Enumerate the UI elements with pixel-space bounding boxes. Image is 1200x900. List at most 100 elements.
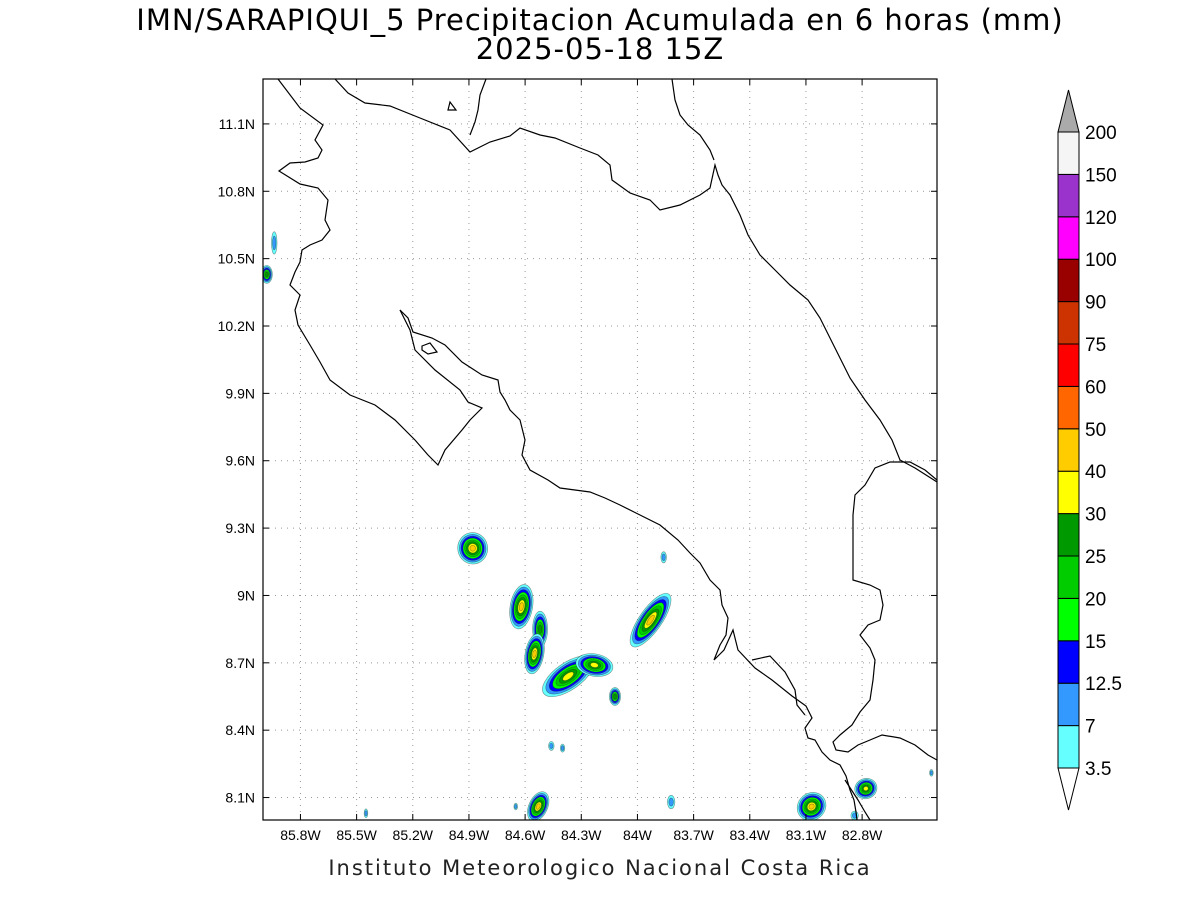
precip-contour <box>265 271 269 277</box>
precip-cell <box>629 592 672 648</box>
lon-tick-label: 83.7W <box>673 827 714 843</box>
precip-contour <box>535 803 541 810</box>
colorbar-box <box>1057 725 1080 769</box>
precip-cell <box>667 794 676 810</box>
lon-tick-label: 82.8W <box>842 827 883 843</box>
colorbar-label: 20 <box>1085 589 1106 610</box>
lat-tick-label: 10.8N <box>218 183 255 199</box>
precip-cell <box>929 769 934 777</box>
lat-tick-label: 8.7N <box>225 655 255 671</box>
coastline <box>277 79 937 820</box>
colorbar-label: 15 <box>1085 632 1106 653</box>
precip-cell <box>796 792 827 820</box>
colorbar-box <box>1057 216 1080 260</box>
colorbar-label: 60 <box>1085 377 1106 398</box>
footer-credit: Instituto Meteorologico Nacional Costa R… <box>328 856 872 880</box>
precip-cell <box>560 743 566 753</box>
colorbar-label: 25 <box>1085 547 1106 568</box>
colorbar-label: 100 <box>1085 250 1117 271</box>
precip-cell <box>609 687 621 706</box>
colorbar-label: 50 <box>1085 420 1106 441</box>
precip-contour <box>518 602 524 612</box>
colorbar-box <box>1057 385 1080 430</box>
coastline-caribbean-east <box>671 79 715 161</box>
coastline-peninsula <box>751 655 806 716</box>
lon-tick-label: 83.1W <box>786 827 827 843</box>
colorbar-box <box>1057 513 1080 557</box>
lat-tick-label: 10.5N <box>218 251 255 267</box>
lat-tick-label: 8.4N <box>225 722 255 738</box>
colorbar-box <box>1057 173 1080 218</box>
grid-lines <box>263 79 937 820</box>
precip-cell <box>363 808 369 819</box>
colorbar-label: 75 <box>1085 335 1106 356</box>
precip-contour <box>646 614 655 626</box>
colorbar-label: 150 <box>1085 165 1117 186</box>
colorbar-box <box>1057 682 1080 727</box>
lon-tick-label: 84.9W <box>449 827 490 843</box>
lon-tick-label: 84W <box>623 827 653 843</box>
lon-tick-label: 84.3W <box>561 827 602 843</box>
coastline-north-pacific <box>277 79 484 467</box>
colorbar-under-triangle <box>1057 767 1080 811</box>
precip-contour <box>469 545 476 552</box>
precip-contour <box>929 770 933 776</box>
colorbar-box <box>1057 597 1080 642</box>
lon-tick-label: 85.2W <box>393 827 434 843</box>
precip-cell <box>513 802 518 811</box>
precip-cell <box>457 532 488 565</box>
precip-cell <box>575 653 614 677</box>
colorbar-box <box>1057 640 1080 684</box>
precip-cell <box>263 265 273 284</box>
coastline-nicoya-gulf <box>399 309 858 820</box>
colorbar-box <box>1057 301 1080 345</box>
map-subtitle: 2025-05-18 15Z <box>475 32 725 66</box>
precip-contour <box>272 235 277 251</box>
precip-contour <box>549 742 554 749</box>
colorbar-label: 200 <box>1085 123 1117 144</box>
precip-contour <box>590 662 599 668</box>
precip-cell <box>524 633 545 675</box>
precip-contour <box>668 797 674 807</box>
colorbar-label: 120 <box>1085 208 1117 229</box>
precip-cell <box>509 584 534 630</box>
precip-cell <box>854 778 878 800</box>
plot-frame <box>262 78 938 821</box>
precipitation-field <box>263 231 934 820</box>
colorbar-label: 3.5 <box>1085 759 1111 780</box>
precip-cell <box>660 551 667 564</box>
lon-tick-label: 85.5W <box>336 827 377 843</box>
lon-tick-label: 83.4W <box>730 827 771 843</box>
colorbar-box <box>1057 343 1080 387</box>
island-north <box>447 100 458 111</box>
precip-contour <box>661 553 666 562</box>
longitude-axis: 85.8W 85.5W 85.2W 84.9W 84.6W 84.3W 84W 83.7W 83… <box>280 79 883 843</box>
lat-tick-label: 8.1N <box>225 790 255 806</box>
colorbar-box <box>1057 428 1080 472</box>
colorbar: 3.5 7 12.5 15 20 25 30 40 50 60 75 90 100 120 150 200 <box>1057 89 1122 811</box>
colorbar-label: 30 <box>1085 505 1106 526</box>
colorbar-label: 40 <box>1085 462 1106 483</box>
lat-tick-label: 9N <box>237 587 255 603</box>
colorbar-label: 90 <box>1085 293 1106 314</box>
lat-tick-label: 11.1N <box>219 116 255 132</box>
colorbar-over-triangle <box>1057 89 1080 133</box>
precip-contour <box>863 786 869 792</box>
precip-contour <box>364 810 368 817</box>
precip-contour <box>514 804 518 809</box>
precip-contour <box>560 745 565 751</box>
precip-cell <box>527 791 550 820</box>
precip-cell <box>542 655 595 698</box>
border-panama <box>832 461 937 761</box>
lon-tick-label: 84.6W <box>505 827 546 843</box>
colorbar-box <box>1057 470 1080 515</box>
precip-cell <box>548 741 555 751</box>
coastline-osa <box>844 779 871 820</box>
island-small <box>421 342 439 355</box>
map-title: IMN/SARAPIQUI_5 Precipitacion Acumulada … <box>136 3 1064 37</box>
coastline-caribbean-north <box>469 79 487 136</box>
colorbar-label: 7 <box>1085 717 1096 738</box>
precip-cell <box>271 231 278 255</box>
coastline-caribbean <box>334 79 937 483</box>
